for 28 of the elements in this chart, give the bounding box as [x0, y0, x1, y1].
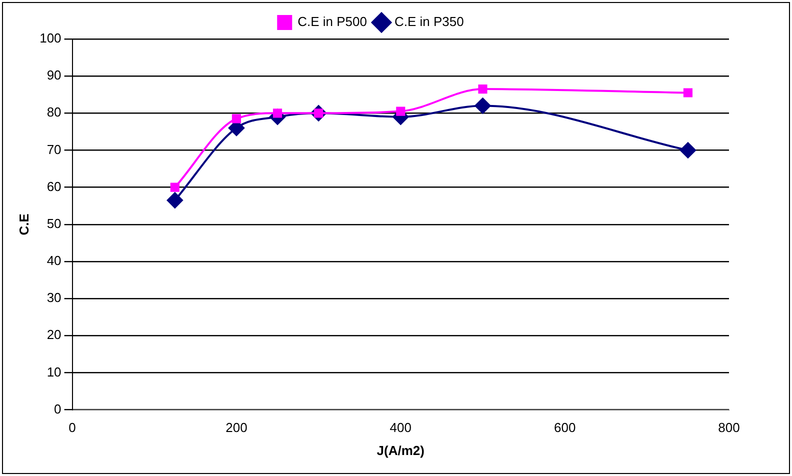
y-tick-label: 90 — [46, 68, 62, 83]
y-tick-label: 60 — [46, 178, 62, 194]
x-tick-label: 400 — [390, 420, 412, 436]
x-tick-label: 600 — [554, 420, 576, 436]
y-tick-label: 50 — [46, 216, 62, 231]
x-tick-label: 200 — [226, 420, 248, 436]
point — [396, 106, 406, 116]
point — [166, 192, 183, 208]
y-tick-label: 70 — [46, 142, 62, 157]
y-tick-label: 10 — [46, 364, 62, 380]
point — [232, 114, 242, 124]
point — [478, 84, 488, 94]
point — [170, 182, 180, 192]
legend-label: C.E in P350 — [394, 14, 464, 30]
y-axis-title: C.E — [16, 213, 32, 236]
point — [680, 142, 696, 158]
y-tick-label: 100 — [40, 30, 62, 46]
point — [474, 98, 491, 114]
x-axis-title: J(A/m2) — [376, 442, 424, 458]
y-tick-label: 40 — [46, 253, 62, 268]
x-tick-label: 800 — [718, 420, 740, 436]
y-tick-label: 80 — [46, 104, 62, 120]
point — [683, 88, 692, 98]
y-tick-label: 20 — [46, 327, 62, 342]
y-tick-label: 0 — [54, 401, 62, 416]
legend-label: C.E in P500 — [298, 14, 367, 30]
y-tick-label: 30 — [46, 290, 62, 306]
x-tick-label: 0 — [68, 420, 76, 436]
